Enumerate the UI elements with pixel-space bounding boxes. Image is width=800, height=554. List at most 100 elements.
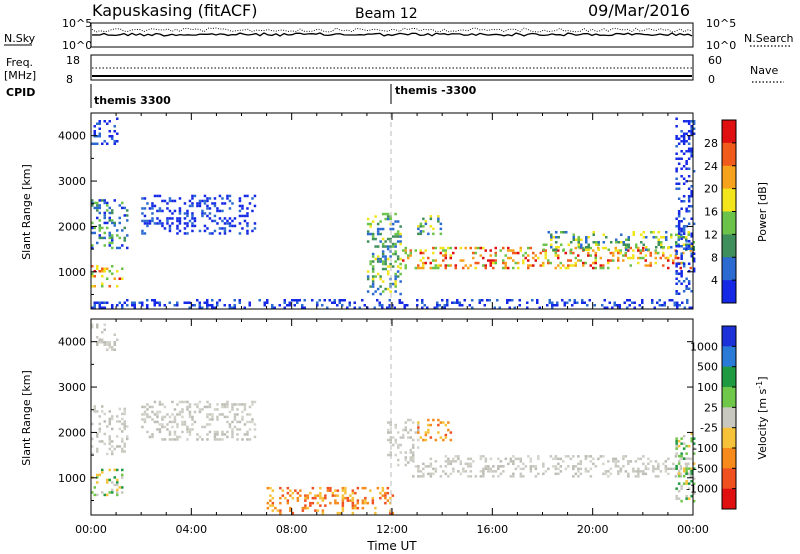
power-data-cell: [628, 304, 631, 307]
power-data-cell: [419, 222, 423, 226]
velocity-data-cell: [98, 422, 101, 426]
power-data-cell: [208, 212, 212, 215]
power-data-cell: [592, 241, 595, 244]
velocity-data-cell: [409, 458, 412, 462]
velocity-data-cell: [208, 418, 212, 421]
power-data-cell: [133, 301, 136, 304]
power-data-cell: [557, 254, 560, 257]
power-data-cell: [111, 272, 114, 275]
power-data-cell: [238, 222, 242, 225]
velocity-data-cell: [208, 403, 212, 406]
power-data-cell: [690, 155, 693, 158]
velocity-data-cell: [599, 455, 603, 458]
power-data-cell: [653, 306, 656, 309]
velocity-data-cell: [662, 462, 665, 466]
power-data-cell: [551, 306, 554, 309]
power-data-cell: [560, 243, 563, 246]
velocity-data-cell: [354, 506, 357, 510]
velocity-colorbar-swatch: [722, 407, 736, 428]
velocity-data-cell: [176, 435, 179, 439]
velocity-data-cell: [675, 437, 678, 440]
power-data-cell: [594, 261, 597, 265]
power-data-cell: [572, 236, 575, 239]
power-data-cell: [687, 280, 691, 283]
velocity-data-cell: [417, 423, 420, 427]
power-data-cell: [627, 243, 630, 246]
power-data-cell: [683, 306, 686, 309]
velocity-data-cell: [407, 461, 410, 464]
power-data-cell: [384, 255, 387, 258]
power-data-cell: [168, 197, 172, 200]
power-data-cell: [216, 222, 219, 225]
power-data-cell: [366, 217, 370, 221]
velocity-data-cell: [306, 494, 310, 497]
power-data-cell: [316, 301, 319, 304]
power-data-cell: [196, 202, 199, 205]
velocity-data-cell: [111, 346, 114, 349]
power-data-cell: [662, 251, 665, 255]
velocity-data-cell: [469, 470, 473, 473]
power-data-cell: [670, 246, 673, 249]
velocity-data-cell: [667, 472, 670, 476]
power-data-cell: [283, 299, 286, 302]
velocity-data-cell: [417, 421, 420, 424]
power-data-cell: [394, 245, 397, 248]
power-data-cell: [545, 243, 548, 246]
power-data-cell: [396, 232, 400, 236]
power-data-cell: [96, 216, 99, 220]
power-data-cell: [662, 264, 665, 267]
power-data-cell: [373, 306, 376, 309]
power-data-cell: [561, 299, 564, 302]
power-data-cell: [587, 236, 590, 239]
velocity-data-cell: [449, 431, 453, 434]
power-data-cell: [348, 301, 351, 304]
velocity-data-cell: [637, 470, 640, 473]
power-data-cell: [111, 137, 114, 140]
power-data-cell: [692, 127, 696, 130]
velocity-colorbar-tick-label: -100: [693, 442, 718, 455]
power-data-cell: [91, 246, 94, 250]
power-data-cell: [690, 152, 693, 155]
velocity-data-cell: [637, 472, 640, 476]
power-data-cell: [183, 222, 187, 225]
power-data-cell: [635, 243, 638, 246]
power-data-cell: [381, 260, 385, 263]
power-data-cell: [394, 250, 397, 253]
power-data-cell: [687, 122, 691, 125]
power-data-cell: [379, 277, 382, 281]
power-data-cell: [682, 132, 686, 135]
velocity-data-cell: [685, 467, 688, 470]
power-data-cell: [680, 135, 683, 138]
velocity-data-cell: [682, 442, 686, 445]
power-data-cell: [427, 232, 430, 236]
power-data-cell: [163, 304, 166, 307]
power-data-cell: [417, 227, 420, 231]
power-data-cell: [665, 236, 668, 239]
power-data-cell: [685, 140, 688, 143]
velocity-data-cell: [91, 326, 94, 329]
velocity-data-cell: [203, 425, 207, 429]
power-colorbar-swatch: [722, 120, 736, 144]
power-data-cell: [687, 270, 691, 273]
velocity-data-cell: [494, 470, 498, 473]
velocity-data-cell: [454, 455, 458, 458]
power-data-cell: [381, 267, 385, 271]
velocity-data-cell: [412, 421, 415, 424]
power-data-cell: [121, 267, 124, 270]
power-data-cell: [556, 301, 559, 304]
power-data-cell: [96, 142, 99, 145]
velocity-data-cell: [512, 460, 515, 463]
power-data-cell: [118, 204, 121, 207]
power-data-cell: [366, 232, 370, 236]
velocity-data-cell: [497, 475, 500, 478]
velocity-data-cell: [213, 430, 217, 434]
power-data-cell: [156, 194, 159, 198]
power-data-cell: [675, 292, 678, 295]
velocity-data-cell: [361, 486, 365, 490]
power-data-cell: [647, 264, 650, 267]
velocity-data-cell: [243, 408, 247, 411]
freq-strip: Freq. [MHz] 18 8 60 0 Nave: [4, 54, 784, 86]
power-data-cell: [201, 209, 204, 213]
power-data-cell: [366, 230, 370, 233]
velocity-data-cell: [221, 403, 224, 406]
